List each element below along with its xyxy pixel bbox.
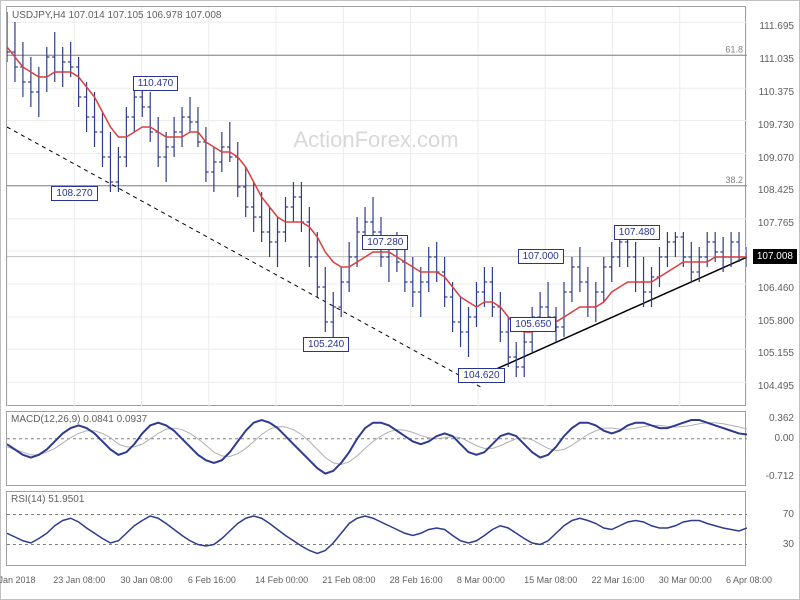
main-price-chart[interactable]: USDJPY,H4 107.014 107.105 106.978 107.00… — [6, 6, 746, 406]
x-axis: 15 Jan 201823 Jan 08:0030 Jan 08:006 Feb… — [6, 569, 746, 597]
price-label: 107.000 — [518, 249, 564, 264]
rsi-y-label: 30 — [744, 539, 794, 550]
price-label: 107.280 — [362, 235, 408, 250]
x-tick-label: 22 Mar 16:00 — [591, 575, 644, 585]
y-tick-label: 111.695 — [744, 21, 794, 32]
x-tick-label: 8 Mar 00:00 — [457, 575, 505, 585]
svg-text:38.2: 38.2 — [725, 175, 743, 185]
price-label: 105.650 — [510, 317, 556, 332]
y-tick-label: 105.155 — [744, 348, 794, 359]
x-tick-label: 15 Mar 08:00 — [524, 575, 577, 585]
rsi-svg — [7, 492, 747, 567]
x-tick-label: 23 Jan 08:00 — [53, 575, 105, 585]
rsi-panel[interactable]: RSI(14) 51.9501 — [6, 491, 746, 566]
x-tick-label: 21 Feb 08:00 — [322, 575, 375, 585]
x-tick-label: 28 Feb 16:00 — [390, 575, 443, 585]
macd-panel[interactable]: MACD(12,26,9) 0.0841 0.0937 — [6, 411, 746, 486]
y-tick-label: 109.070 — [744, 153, 794, 164]
x-tick-label: 30 Jan 08:00 — [121, 575, 173, 585]
svg-text:61.8: 61.8 — [725, 44, 743, 54]
x-tick-label: 6 Feb 16:00 — [188, 575, 236, 585]
chart-container: USDJPY,H4 107.014 107.105 106.978 107.00… — [0, 0, 800, 600]
macd-y-label: 0.362 — [744, 413, 794, 424]
y-tick-label: 105.800 — [744, 316, 794, 327]
current-price-tag: 107.008 — [753, 249, 797, 264]
price-label: 107.480 — [614, 225, 660, 240]
macd-y-label: 0.00 — [744, 433, 794, 444]
y-tick-label: 106.460 — [744, 283, 794, 294]
y-tick-label: 107.765 — [744, 218, 794, 229]
price-label: 105.240 — [303, 337, 349, 352]
y-tick-label: 110.375 — [744, 87, 794, 98]
x-tick-label: 30 Mar 00:00 — [659, 575, 712, 585]
y-tick-label: 108.425 — [744, 185, 794, 196]
macd-title: MACD(12,26,9) 0.0841 0.0937 — [11, 414, 147, 425]
rsi-title: RSI(14) 51.9501 — [11, 494, 84, 505]
x-tick-label: 6 Apr 08:00 — [726, 575, 772, 585]
price-label: 110.470 — [133, 76, 178, 91]
x-tick-label: 14 Feb 00:00 — [255, 575, 308, 585]
y-tick-label: 109.730 — [744, 120, 794, 131]
price-label: 108.270 — [51, 186, 97, 201]
y-axis: 111.695 111.035 110.375 109.730 109.070 108.4… — [744, 6, 794, 566]
price-label: 104.620 — [458, 368, 504, 383]
main-chart-svg: 61.8 38.2 — [7, 7, 747, 407]
y-tick-label: 111.035 — [744, 54, 794, 65]
macd-y-label: -0.712 — [744, 471, 794, 482]
y-tick-label: 104.495 — [744, 381, 794, 392]
rsi-y-label: 70 — [744, 509, 794, 520]
chart-title: USDJPY,H4 107.014 107.105 106.978 107.00… — [12, 10, 221, 21]
x-tick-label: 15 Jan 2018 — [0, 575, 36, 585]
